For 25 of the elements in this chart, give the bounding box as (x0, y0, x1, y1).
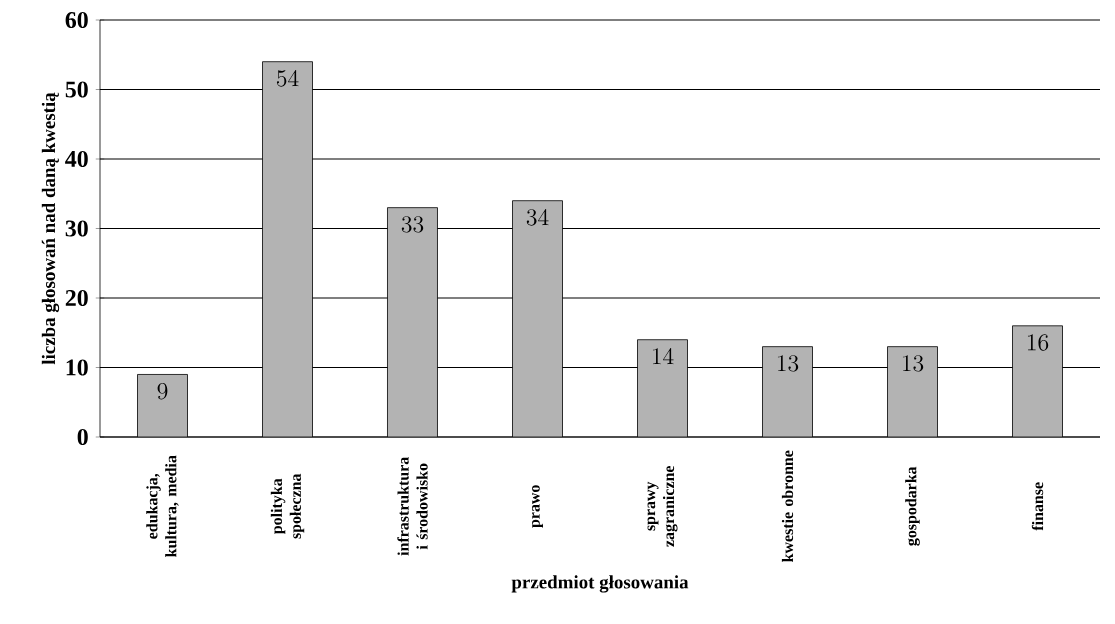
data-label: 13 (777, 355, 799, 372)
data-label: 14 (652, 348, 674, 365)
x-tick-label: infrastruktura i środowisko (397, 456, 428, 556)
y-tick-label: 20 (65, 289, 88, 307)
y-tick-label: 40 (65, 150, 88, 168)
y-tick-label: 10 (66, 359, 88, 376)
y-tick-label: 50 (65, 81, 88, 98)
data-label: 33 (401, 216, 424, 233)
data-label: 16 (1027, 334, 1049, 351)
data-label: 9 (157, 382, 168, 400)
x-tick-label: prawo (532, 485, 543, 528)
y-tick-label: 60 (65, 11, 88, 29)
x-tick-label: kwestie obronne (781, 450, 794, 562)
data-label: 54 (276, 70, 299, 87)
x-tick-label: sprawy zagraniczne (647, 465, 678, 547)
x-tick-label: edukacja, kultura, media (146, 455, 179, 558)
data-label: 13 (902, 355, 924, 372)
y-tick-label: 30 (65, 220, 88, 237)
x-tick-label: gospodarka (905, 466, 920, 546)
x-tick-label: polityka społeczna (270, 473, 305, 539)
data-label: 34 (526, 209, 549, 226)
y-axis-title: liczba głosowań nad daną kwestią (41, 92, 60, 365)
x-tick-label: finanse (1031, 482, 1044, 531)
x-axis-title: przedmiot głosowania (511, 575, 689, 593)
y-tick-label: 0 (77, 428, 88, 446)
